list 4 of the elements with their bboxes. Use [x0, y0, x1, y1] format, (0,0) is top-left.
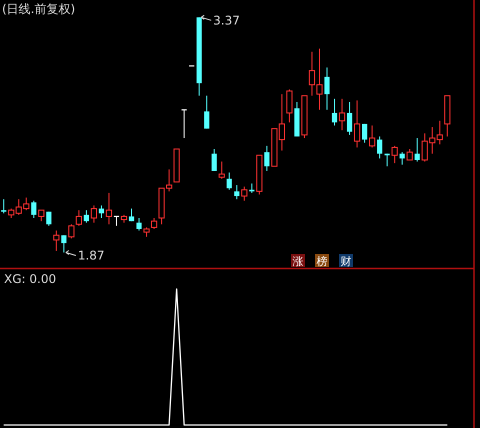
annotation: 1.87	[78, 248, 105, 262]
annotation: 3.37	[213, 13, 240, 28]
chart-subtitle: (日线.前复权)	[2, 2, 76, 16]
chart-title: XG: 0.00	[4, 272, 56, 286]
